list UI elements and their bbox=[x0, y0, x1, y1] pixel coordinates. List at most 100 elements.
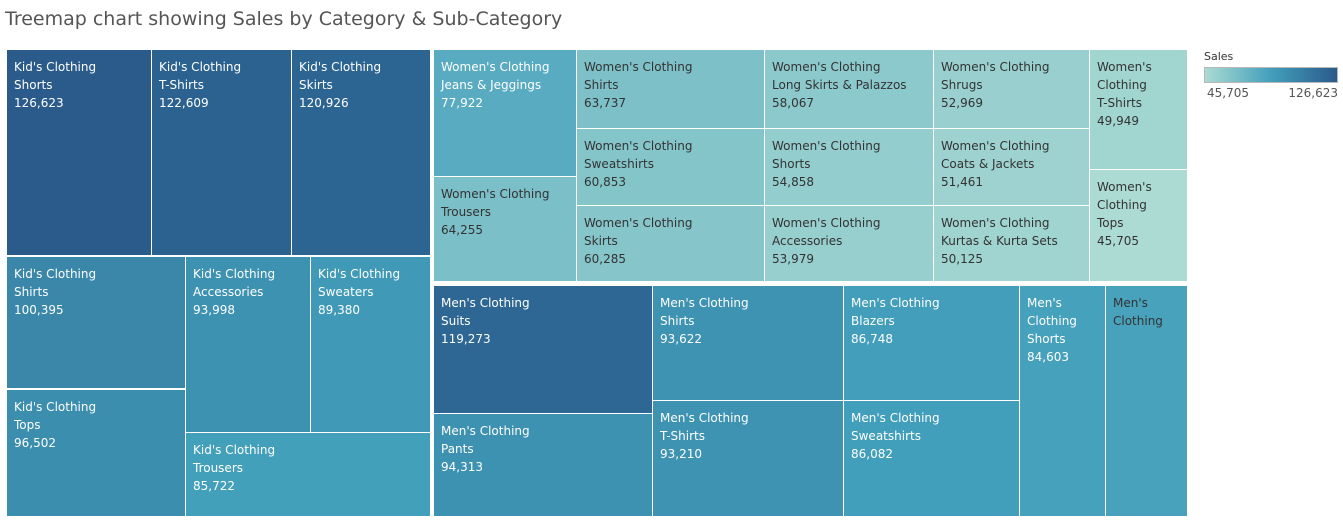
tile-kid-s-clothing-t-shirts[interactable]: Kid's Clothing T-Shirts 122,609 bbox=[152, 50, 291, 255]
tile-value-label: 84,603 bbox=[1027, 350, 1069, 364]
tile-category-label: Women's bbox=[1097, 60, 1152, 74]
tile-rect bbox=[186, 257, 310, 432]
tile-category-label: Women's Clothing bbox=[772, 216, 880, 230]
tile-rect bbox=[934, 129, 1089, 205]
tile-value-label: 58,067 bbox=[772, 96, 814, 110]
tile-kid-s-clothing-tops[interactable]: Kid's Clothing Tops 96,502 bbox=[7, 390, 185, 516]
legend-gradient-bar bbox=[1204, 67, 1338, 83]
tile-sub-category-label: Shorts bbox=[1027, 332, 1065, 346]
tile-value-label: 60,853 bbox=[584, 175, 626, 189]
tile-sub-category-label: Jeans & Jeggings bbox=[440, 78, 541, 92]
tile-category-label: Women's Clothing bbox=[772, 60, 880, 74]
tile-sub-category-label: Shorts bbox=[772, 157, 810, 171]
tile-kid-s-clothing-trousers[interactable]: Kid's Clothing Trousers 85,722 bbox=[186, 433, 430, 516]
tile-rect bbox=[1090, 170, 1187, 281]
tile-sub-category-label: Trousers bbox=[440, 205, 491, 219]
tile-value-label: 85,722 bbox=[193, 479, 235, 493]
tile-rect bbox=[1106, 286, 1187, 516]
tile-women-s-clothing-coats-jackets[interactable]: Women's Clothing Coats & Jackets 51,461 bbox=[934, 129, 1089, 205]
tile-category-label: Women's Clothing bbox=[584, 60, 692, 74]
tile-value-label: 77,922 bbox=[441, 96, 483, 110]
tile-men-s-clothing-shorts[interactable]: Men's Clothing Shorts 84,603 bbox=[1020, 286, 1105, 516]
tile-sub-category-label: Shirts bbox=[14, 285, 48, 299]
tile-rect bbox=[434, 177, 576, 281]
tile-women-s-clothing-sweatshirts[interactable]: Women's Clothing Sweatshirts 60,853 bbox=[577, 129, 764, 205]
tile-sub-category-label: T-Shirts bbox=[659, 429, 705, 443]
tile-value-label: 120,926 bbox=[299, 96, 349, 110]
tile-women-s-clothing-accessories[interactable]: Women's Clothing Accessories 53,979 bbox=[765, 206, 933, 281]
tile-value-label: 54,858 bbox=[772, 175, 814, 189]
tile-men-s-clothing-sweatshirts[interactable]: Men's Clothing Sweatshirts 86,082 bbox=[844, 401, 1019, 516]
tile-category-label: Kid's Clothing bbox=[14, 267, 96, 281]
tile-sub-category-label: Sweatshirts bbox=[584, 157, 654, 171]
tile-women-s-clothing-shirts[interactable]: Women's Clothing Shirts 63,737 bbox=[577, 50, 764, 128]
tile-women-s-clothing-tops[interactable]: Women's Clothing Tops 45,705 bbox=[1090, 170, 1187, 281]
tile-sub-category-label: Suits bbox=[441, 314, 471, 328]
tile-women-s-clothing-jeans-jeggings[interactable]: Women's Clothing Jeans & Jeggings 77,922 bbox=[434, 50, 576, 176]
tile-men-s-clothing-t-shirts[interactable]: Men's Clothing T-Shirts 93,210 bbox=[653, 401, 843, 516]
tile-value-label: 60,285 bbox=[584, 252, 626, 266]
tile-value-label: 52,969 bbox=[941, 96, 983, 110]
tile-value-label: 119,273 bbox=[441, 332, 491, 346]
tile-rect bbox=[434, 286, 652, 413]
legend-max-label: 126,623 bbox=[1288, 86, 1338, 100]
tile-sub-category-label: Skirts bbox=[584, 234, 618, 248]
tile-category-label: Men's Clothing bbox=[441, 424, 530, 438]
tile-value-label: 89,380 bbox=[318, 303, 360, 317]
tile-sub-category-label: Accessories bbox=[772, 234, 842, 248]
tile-value-label: 93,998 bbox=[193, 303, 235, 317]
tile-category-label: Clothing bbox=[1097, 198, 1147, 212]
tile-rect bbox=[934, 206, 1089, 281]
tile-value-label: 100,395 bbox=[14, 303, 64, 317]
tile-men-s-clothing-blazers[interactable]: Men's Clothing Blazers 86,748 bbox=[844, 286, 1019, 400]
tile-kid-s-clothing-shorts[interactable]: Kid's Clothing Shorts 126,623 bbox=[7, 50, 151, 255]
tile-women-s-clothing-long-skirts-palazzos[interactable]: Women's Clothing Long Skirts & Palazzos 58… bbox=[765, 50, 933, 128]
tile-rect bbox=[577, 206, 764, 281]
tile-women-s-clothing-t-shirts[interactable]: Women's Clothing T-Shirts 49,949 bbox=[1090, 50, 1187, 169]
tile-category-label: Men's Clothing bbox=[851, 296, 940, 310]
tile-kid-s-clothing-skirts[interactable]: Kid's Clothing Skirts 120,926 bbox=[292, 50, 430, 255]
tile-category-label: Women's Clothing bbox=[441, 60, 549, 74]
tile-category-label: Women's Clothing bbox=[584, 139, 692, 153]
tile-value-label: 51,461 bbox=[941, 175, 983, 189]
tile-sub-category-label: Pants bbox=[441, 442, 474, 456]
tile-sub-category-label: Shirts bbox=[660, 314, 694, 328]
color-legend: Sales 45,705 126,623 bbox=[1204, 50, 1338, 102]
chart-title: Treemap chart showing Sales by Category … bbox=[5, 8, 563, 30]
tile-value-label: 49,949 bbox=[1097, 114, 1139, 128]
tile-men-s-clothing-shirts[interactable]: Men's Clothing Shirts 93,622 bbox=[653, 286, 843, 400]
tile-rect bbox=[765, 129, 933, 205]
tile-rect bbox=[7, 390, 185, 516]
tile-men-s-clothing-suits[interactable]: Men's Clothing Suits 119,273 bbox=[434, 286, 652, 413]
legend-min-label: 45,705 bbox=[1207, 86, 1249, 100]
tile-rect bbox=[765, 206, 933, 281]
tile-kid-s-clothing-shirts[interactable]: Kid's Clothing Shirts 100,395 bbox=[7, 257, 185, 388]
tile-kid-s-clothing-accessories[interactable]: Kid's Clothing Accessories 93,998 bbox=[186, 257, 310, 432]
tile-rect bbox=[7, 50, 151, 255]
tile-women-s-clothing-trousers[interactable]: Women's Clothing Trousers 64,255 bbox=[434, 177, 576, 281]
tile-category-label: Women's bbox=[1097, 180, 1152, 194]
tile-sub-category-label: Shorts bbox=[14, 78, 52, 92]
tile-men-s-clothing-other[interactable]: Men's Clothing bbox=[1106, 286, 1187, 516]
tile-rect bbox=[311, 257, 430, 432]
tile-category-label: Men's bbox=[1027, 296, 1062, 310]
tile-rect bbox=[1090, 50, 1187, 169]
tile-category-label: Women's Clothing bbox=[441, 187, 549, 201]
tile-category-label: Women's Clothing bbox=[941, 216, 1049, 230]
tile-kid-s-clothing-sweaters[interactable]: Kid's Clothing Sweaters 89,380 bbox=[311, 257, 430, 432]
tile-rect bbox=[434, 50, 576, 176]
tile-women-s-clothing-kurtas-kurta-sets[interactable]: Women's Clothing Kurtas & Kurta Sets 50,12… bbox=[934, 206, 1089, 281]
tile-rect bbox=[577, 129, 764, 205]
tile-rect bbox=[152, 50, 291, 255]
tile-women-s-clothing-shorts[interactable]: Women's Clothing Shorts 54,858 bbox=[765, 129, 933, 205]
tile-category-label: Men's bbox=[1113, 296, 1148, 310]
tile-women-s-clothing-skirts[interactable]: Women's Clothing Skirts 60,285 bbox=[577, 206, 764, 281]
tile-sub-category-label: Tops bbox=[1096, 216, 1124, 230]
tile-men-s-clothing-pants[interactable]: Men's Clothing Pants 94,313 bbox=[434, 414, 652, 516]
tile-value-label: 45,705 bbox=[1097, 234, 1139, 248]
tile-women-s-clothing-shrugs[interactable]: Women's Clothing Shrugs 52,969 bbox=[934, 50, 1089, 128]
tile-category-label: Kid's Clothing bbox=[14, 400, 96, 414]
tile-sub-category-label: Kurtas & Kurta Sets bbox=[941, 234, 1058, 248]
tile-sub-category-label: Long Skirts & Palazzos bbox=[772, 78, 907, 92]
